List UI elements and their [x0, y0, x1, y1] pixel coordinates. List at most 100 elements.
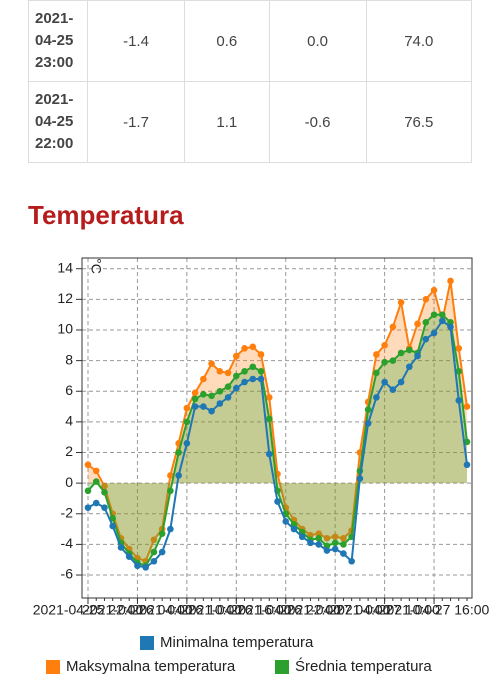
point [142, 564, 149, 571]
point [397, 378, 405, 386]
point [331, 545, 339, 553]
point [191, 389, 199, 397]
section-title: Temperatura [28, 200, 184, 230]
point [447, 277, 454, 285]
point [307, 539, 314, 547]
point [340, 550, 347, 557]
table-cell: 76.5 [365, 81, 473, 163]
point [200, 375, 207, 383]
point [208, 407, 215, 415]
point [109, 522, 117, 530]
point [208, 392, 215, 400]
legend-label: Maksymalna temperatura [66, 658, 236, 675]
y-tick-label: 10 [57, 321, 73, 337]
x-tick-label: 2021-04-26 16:00 [181, 602, 292, 618]
point [175, 449, 182, 456]
y-tick-label: 6 [65, 382, 73, 398]
table-cell: 0.6 [184, 0, 270, 82]
x-tick-label: 2021-04-27 04:00 [280, 602, 391, 618]
point [134, 562, 141, 570]
point [241, 378, 248, 386]
point [84, 461, 92, 469]
legend-label: Minimalna temperatura [160, 634, 314, 651]
point [200, 391, 207, 398]
x-tick-label: 2021-04-25 22:00 [33, 602, 144, 618]
point [265, 394, 273, 401]
point [447, 323, 454, 331]
point [430, 286, 438, 294]
table-row: 2021-04-25 23:00 -1.4 0.6 0.0 74.0 [28, 0, 473, 82]
table-row: 2021-04-25 22:00 -1.7 1.1 -0.6 76.5 [28, 81, 473, 163]
y-tick-label: 0 [65, 474, 73, 490]
point [257, 368, 265, 375]
point [216, 400, 224, 407]
point [158, 530, 166, 537]
point [224, 394, 232, 401]
point [265, 450, 273, 458]
point [331, 533, 339, 541]
point [233, 352, 240, 360]
x-tick-label: 2021-04-26 10:00 [132, 602, 243, 618]
plot-frame [81, 257, 473, 599]
point [373, 394, 380, 401]
point [364, 406, 372, 413]
legend-swatch [140, 636, 154, 650]
point [422, 296, 430, 303]
y-axis-label: °C [88, 258, 104, 274]
y-tick-label: 14 [57, 259, 73, 275]
y-tick-label: 4 [65, 413, 73, 429]
point [381, 341, 388, 349]
point [274, 498, 281, 505]
point [422, 335, 430, 343]
table-cell: 2021-04-25 22:00 [28, 81, 88, 163]
table-cell: -1.7 [86, 81, 186, 163]
point [406, 363, 413, 371]
point [307, 531, 314, 539]
point [290, 521, 298, 528]
area [88, 314, 467, 566]
point [455, 397, 463, 404]
point [414, 320, 421, 328]
point [101, 482, 108, 490]
point [224, 369, 232, 377]
point [191, 395, 199, 403]
point [381, 378, 388, 386]
point [200, 403, 207, 410]
point [265, 415, 273, 423]
data-table: 2021-04-25 23:00 -1.4 0.6 0.0 74.0 2021-04-25… [28, 0, 473, 163]
point [373, 351, 380, 358]
y-tick-label: -6 [61, 566, 74, 582]
point [117, 544, 125, 551]
y-tick-label: 12 [57, 290, 73, 306]
point [150, 536, 158, 544]
point [84, 504, 92, 511]
point [298, 528, 306, 536]
point [92, 467, 100, 475]
point [101, 489, 108, 496]
point [183, 418, 191, 426]
point [167, 472, 174, 479]
point [340, 541, 347, 548]
point [430, 311, 438, 318]
y-tick-label: 8 [65, 351, 73, 367]
point [233, 372, 240, 380]
point [315, 530, 322, 537]
point [249, 375, 257, 383]
point [84, 487, 92, 495]
point [216, 387, 224, 395]
point [438, 311, 446, 318]
x-tick-label: 2021-04-27 10:00 [329, 602, 440, 618]
point [290, 525, 298, 533]
point [364, 420, 372, 427]
point [463, 438, 471, 446]
point [455, 345, 463, 352]
point [282, 518, 290, 525]
point [241, 368, 248, 375]
point [414, 352, 421, 360]
legend-swatch [275, 660, 289, 674]
point [422, 319, 430, 326]
point [430, 329, 438, 337]
point [389, 357, 397, 364]
point [183, 404, 191, 412]
